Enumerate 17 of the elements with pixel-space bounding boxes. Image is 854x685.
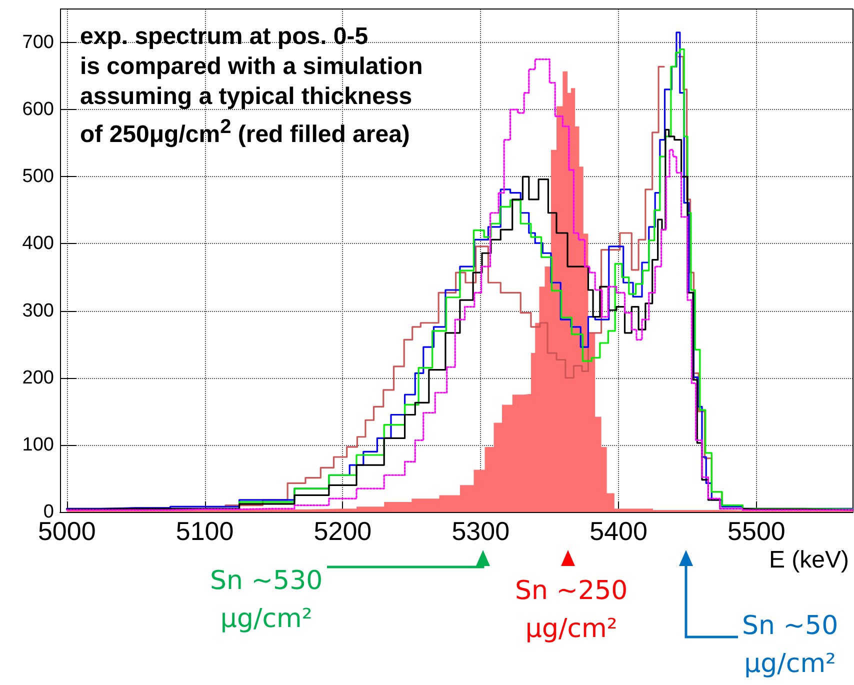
x-tick-label: 5200	[314, 516, 372, 546]
x-tick-label: 5500	[728, 516, 786, 546]
y-tick-label: 600	[22, 99, 54, 120]
x-tick-label: 5300	[452, 516, 510, 546]
y-tick-label: 100	[22, 434, 54, 456]
x-axis-title: E (keV)	[768, 546, 849, 574]
y-tick-label: 200	[22, 367, 54, 388]
y-tick-label: 300	[22, 300, 54, 322]
x-tick-label: 5100	[176, 516, 234, 546]
y-tick-label: 400	[22, 233, 54, 254]
text: Sn ~250 µg/cm²	[515, 575, 628, 646]
y-tick-label: 500	[22, 166, 54, 188]
y-tick-label: 700	[22, 32, 54, 54]
x-tick-label: 5400	[590, 516, 648, 546]
text: Sn ~530 µg/cm²	[210, 565, 323, 636]
text: Sn ~50 µg/cm²	[742, 610, 838, 681]
y-tick-label: 0	[43, 502, 54, 522]
